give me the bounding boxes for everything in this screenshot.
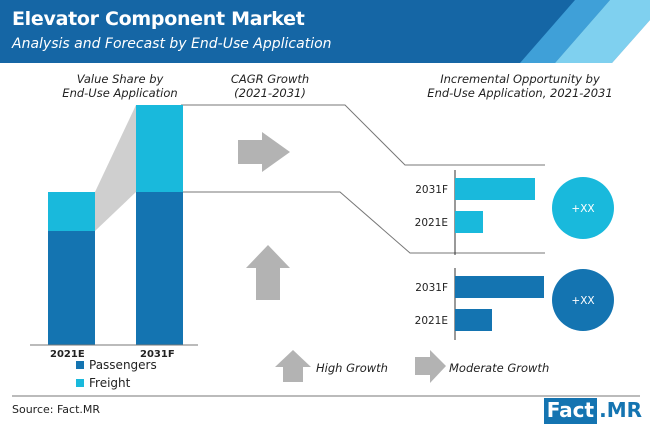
opportunity-badge [552, 269, 614, 331]
hbar-label: 2031F [415, 184, 448, 196]
bar-freight-2021E [48, 192, 95, 231]
opportunity-badge-text: +XX [571, 295, 594, 307]
factmr-logo: Fact .MR [543, 398, 644, 424]
header-banner [0, 0, 650, 63]
bar-freight-2031F [136, 105, 183, 192]
hbar-2031F [455, 276, 544, 298]
heading-line: CAGR Growth [230, 72, 310, 86]
source-text: Source: Fact.MR [12, 403, 101, 416]
connector-line-passengers [181, 191, 545, 254]
legend-passengers: Passengers [76, 358, 157, 372]
page-subtitle: Analysis and Forecast by End-Use Applica… [12, 36, 332, 52]
value-share-heading: Value Share by End-Use Application [40, 72, 200, 100]
page-title: Elevator Component Market [12, 8, 305, 30]
legend-label: Freight [89, 376, 131, 390]
bar-passengers-2031F [136, 192, 183, 345]
high-growth-label: High Growth [316, 361, 388, 375]
high-growth-arrow-icon [246, 245, 290, 300]
hbar-label: 2031F [415, 282, 448, 294]
bar-passengers-2021E [48, 231, 95, 345]
heading-line: End-Use Application, 2021-2031 [427, 86, 613, 100]
legend-label: Passengers [89, 358, 157, 372]
legend-swatch [76, 361, 84, 369]
incremental-heading: Incremental Opportunity by End-Use Appli… [405, 72, 635, 100]
hbar-2031F [455, 178, 535, 200]
legend-freight: Freight [76, 376, 130, 390]
x-tick-2021E: 2021E [50, 349, 85, 360]
logo-part: Fact [543, 398, 598, 424]
opportunity-badge [552, 177, 614, 239]
moderate-growth-legend-icon [415, 350, 446, 383]
logo-part: .MR [599, 398, 642, 422]
connector-line-freight [181, 104, 545, 166]
growth-connector-shape [95, 105, 136, 231]
hbar-label: 2021E [415, 217, 448, 229]
moderate-growth-arrow-icon [238, 132, 290, 172]
heading-line: End-Use Application [62, 86, 178, 100]
moderate-growth-label: Moderate Growth [449, 361, 550, 375]
hbar-2021E [455, 309, 492, 331]
infographic-chart: 2031F 2021E +XX 2031F 2021E +XX [12, 104, 640, 397]
heading-line: Incremental Opportunity by [440, 72, 600, 86]
hbar-2021E [455, 211, 483, 233]
heading-line: (2021-2031) [234, 86, 306, 100]
legend-swatch [76, 379, 84, 387]
cagr-heading: CAGR Growth (2021-2031) [210, 72, 330, 100]
x-tick-2031F: 2031F [140, 349, 175, 360]
heading-line: Value Share by [76, 72, 164, 86]
hbar-label: 2021E [415, 315, 448, 327]
high-growth-legend-icon [275, 350, 311, 382]
opportunity-badge-text: +XX [571, 203, 594, 215]
